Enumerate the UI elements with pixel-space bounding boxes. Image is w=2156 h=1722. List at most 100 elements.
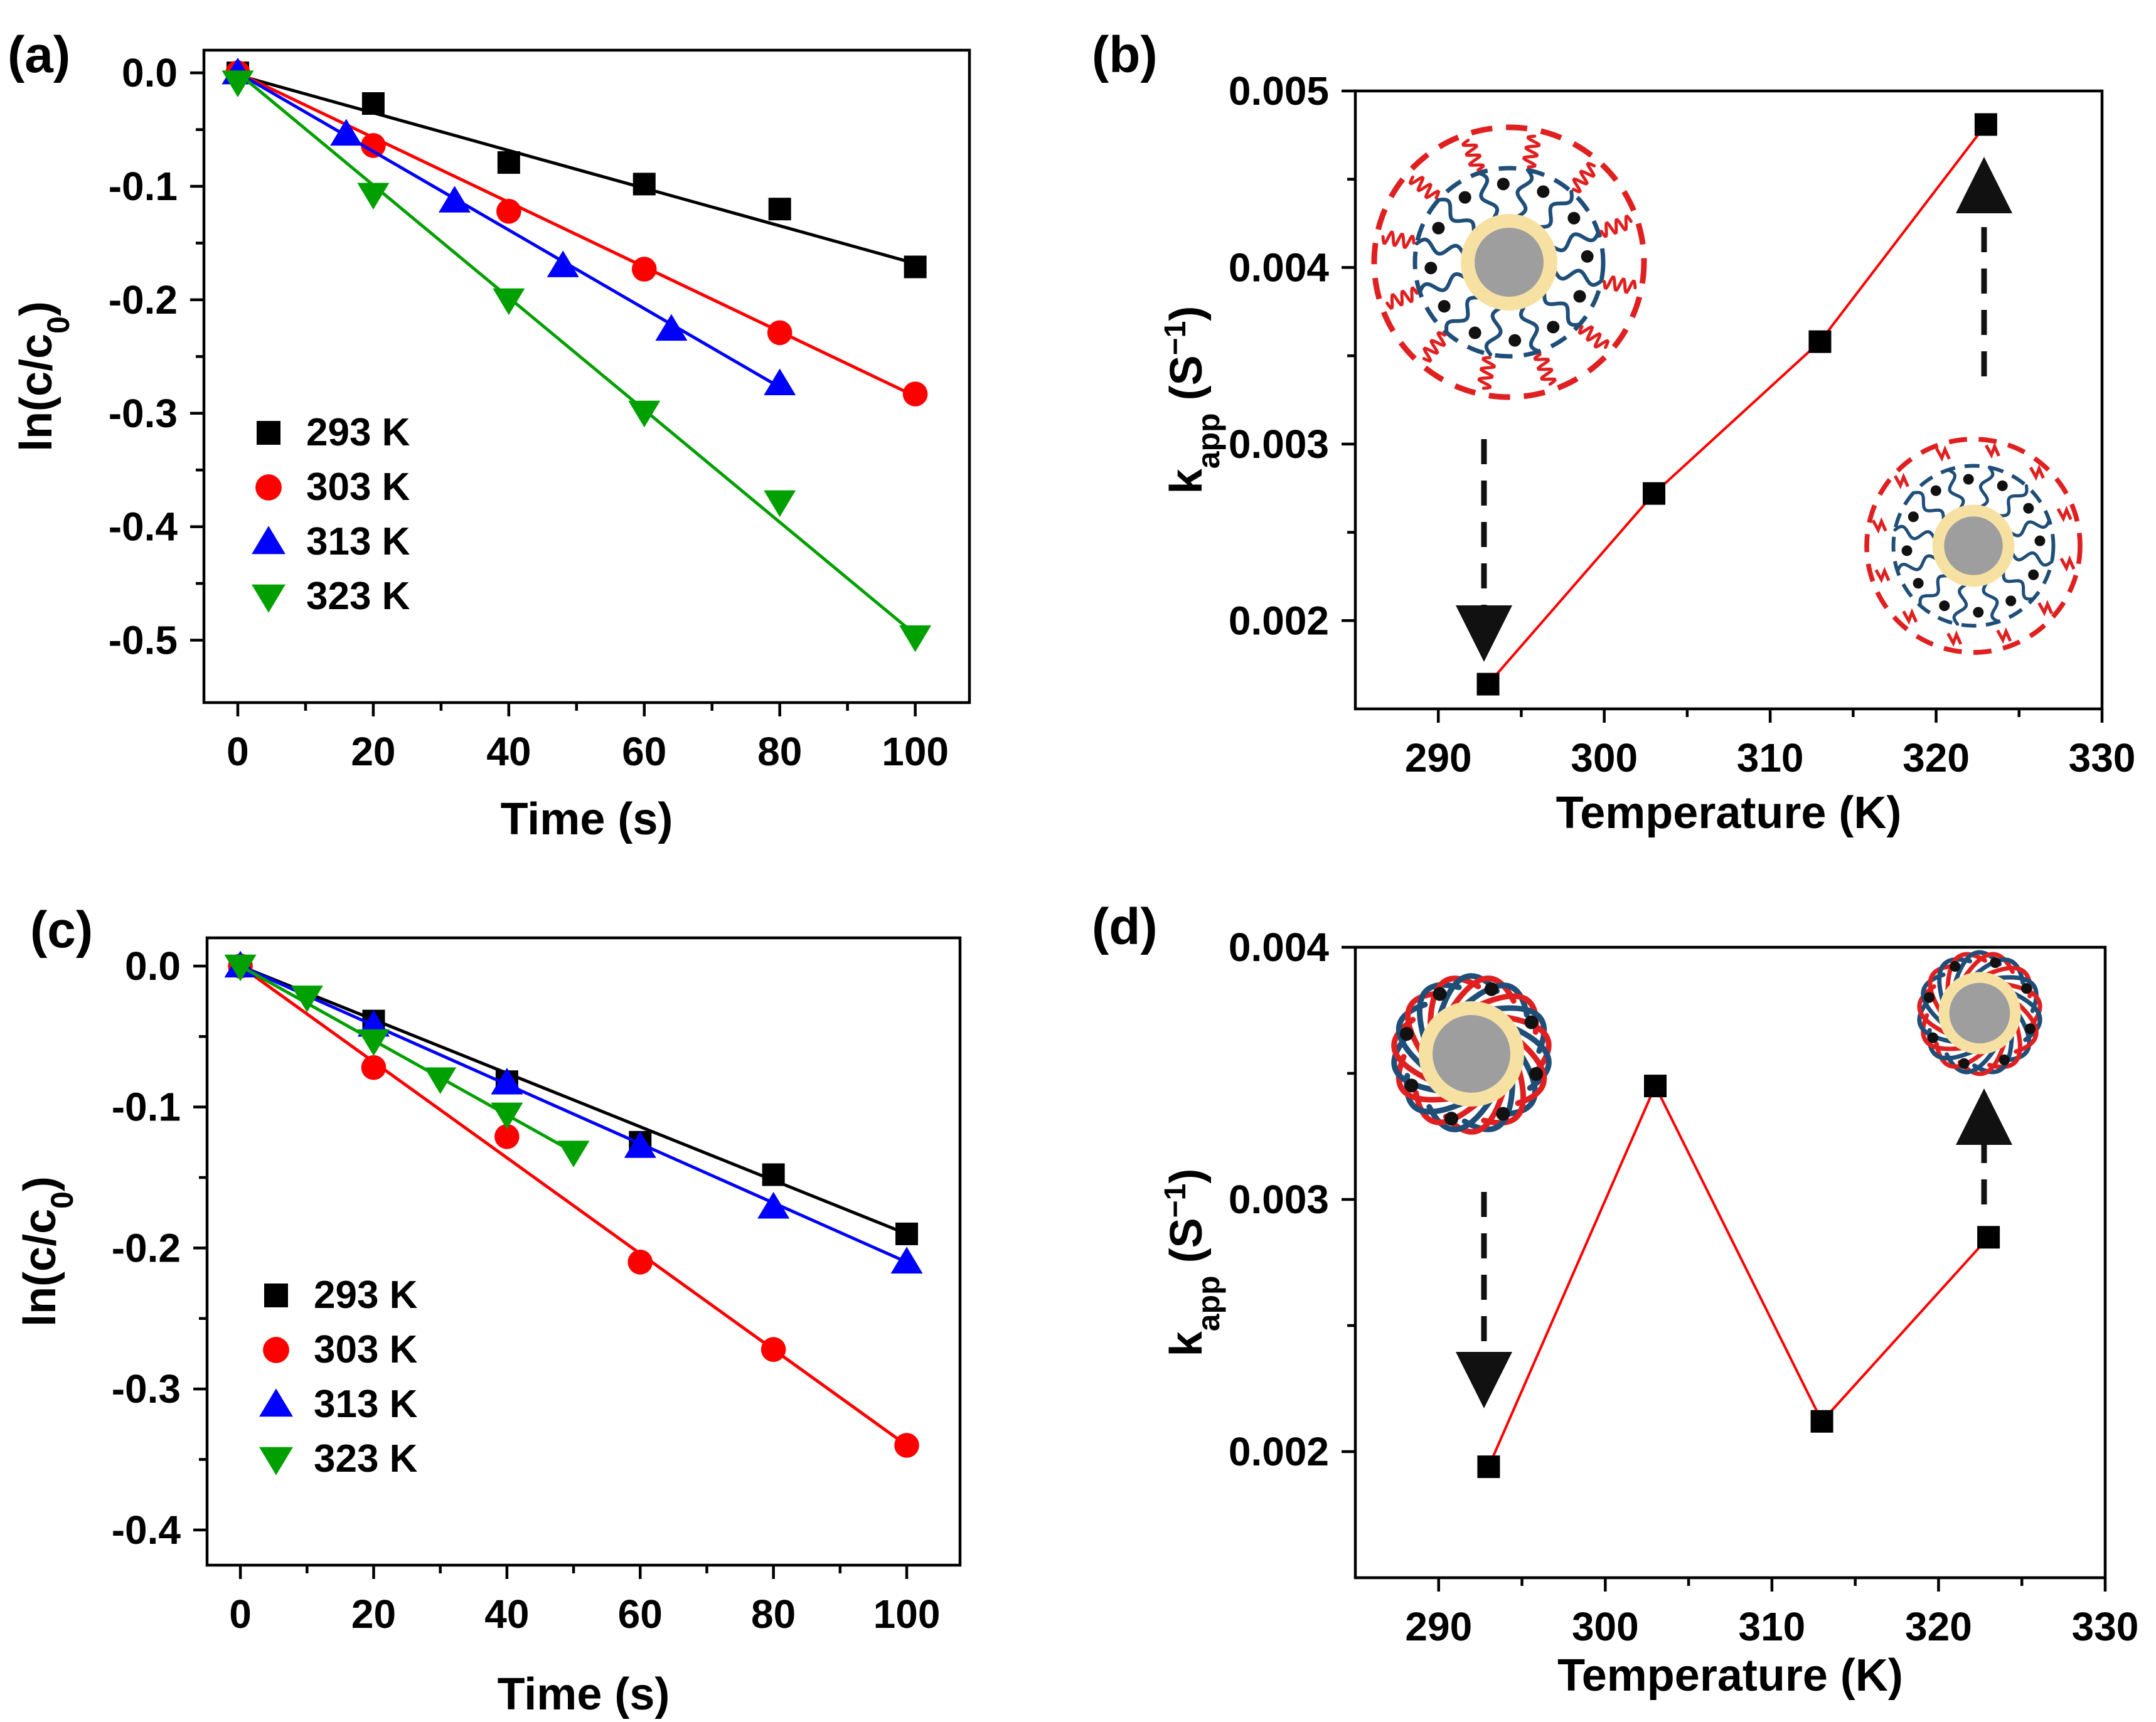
tangled-chain (1937, 957, 1972, 1005)
blue-chain (1552, 230, 1601, 253)
fit-line (239, 964, 575, 1154)
data-point (627, 1250, 653, 1275)
red-chain (1599, 215, 1633, 238)
x-tick-label: 40 (484, 1592, 529, 1637)
data-point (252, 584, 286, 613)
collapsed-red-chain (2037, 600, 2054, 617)
y-tick-label: -0.2 (112, 1225, 181, 1270)
tangled-particle-schematic (1391, 973, 1552, 1135)
fit-line (237, 72, 917, 636)
catalyst-dot (1433, 987, 1447, 1001)
tangled-chain (1396, 1054, 1454, 1103)
catalyst-dot (1913, 578, 1924, 589)
catalyst-dot (1973, 607, 1984, 618)
data-point (263, 1337, 289, 1363)
catalyst-dot (1497, 178, 1510, 191)
data-point (361, 1055, 387, 1080)
fit-line (240, 964, 907, 1236)
outer-dashed-ring (1371, 124, 1647, 400)
x-tick-label: 40 (486, 729, 531, 774)
data-point (361, 133, 386, 158)
chart-panel: (a) 0 20 40 60 80 100 0.0 -0.1 -0.2 -0.3 -0.4 -0.5 Ti… (8, 26, 971, 844)
data-point (255, 474, 282, 501)
series-323-K (224, 954, 590, 1167)
data-point (291, 986, 323, 1012)
catalyst-dot (1458, 191, 1471, 204)
data-point (757, 1191, 790, 1219)
data-point (224, 954, 257, 982)
y-axis-title: ln(c/c0) (11, 301, 76, 452)
data-point (438, 186, 471, 213)
collapsed-red-chain (1996, 627, 2012, 644)
red-chain (1477, 356, 1496, 390)
tangled-chain (1500, 1014, 1552, 1073)
data-point (764, 368, 796, 395)
y-tick-label: 0.004 (1229, 245, 1330, 290)
legend: 293 K 303 K 313 K 323 K (252, 411, 410, 618)
catalyst-dot (1573, 290, 1586, 303)
catalyst-dot (1939, 600, 1950, 612)
x-axis-title: Temperature (K) (1556, 788, 1902, 838)
catalyst-dot (1424, 262, 1438, 275)
catalyst-dot (2028, 569, 2039, 580)
data-point (257, 421, 280, 445)
x-tick-label: 290 (1405, 735, 1472, 780)
catalyst-dot (1901, 545, 1913, 556)
data-point (494, 1124, 520, 1149)
tangled-chain (1488, 1005, 1547, 1054)
series-293-K (226, 61, 927, 279)
blue-chain (2009, 518, 2051, 538)
collapsed-red-chain (1871, 517, 1887, 534)
tangled-chain (1945, 1045, 1998, 1075)
fit-line (240, 964, 908, 1264)
data-point (557, 1140, 590, 1167)
y-tick-label: 0.005 (1229, 68, 1329, 114)
x-tick-label: 310 (1738, 1604, 1805, 1649)
y-axis-title: kapp (S−1) (1159, 306, 1227, 494)
data-point (902, 381, 928, 407)
y-tick-label: 0.003 (1229, 422, 1329, 467)
data-point (890, 1246, 923, 1274)
tangled-chain (1391, 1017, 1433, 1083)
data-point (655, 314, 688, 341)
tangled-chain (1987, 1021, 2022, 1070)
catalyst-dot (1581, 250, 1594, 263)
catalyst-dot (1927, 1032, 1939, 1043)
data-point (221, 70, 254, 97)
legend-label: 323 K (314, 1437, 418, 1480)
y-tick-label: 0.002 (1229, 1429, 1329, 1474)
series-313-K (221, 57, 796, 395)
blue-chain (1436, 197, 1476, 233)
legend-label: 293 K (306, 411, 410, 454)
legend-label: 323 K (306, 575, 410, 618)
tangled-chain (1945, 952, 1987, 995)
catalyst-dot (1908, 511, 1919, 523)
legend: 293 K 303 K 313 K 323 K (259, 1273, 418, 1480)
x-tick-label: 80 (751, 1592, 796, 1637)
collapsed-red-chain (1946, 630, 1963, 647)
tangled-chain (1481, 1065, 1526, 1126)
x-tick-label: 20 (351, 1592, 396, 1637)
catalyst-dot (1432, 221, 1445, 235)
collapsed-particle-schematic (1864, 437, 2083, 655)
expanded-particle-schematic (1371, 124, 1647, 400)
chart-panel: (b) 290 300 310 320 330 0.002 0.003 0.004 0.005 Te… (1092, 26, 2135, 838)
y-tick-label: 0.003 (1229, 1177, 1329, 1222)
catalyst-dot (1444, 1112, 1459, 1126)
tangled-chain (1921, 1013, 1967, 1051)
plot-frame (205, 936, 962, 1567)
collapsed-red-chain (2059, 555, 2076, 572)
catalyst-dot (1404, 1078, 1419, 1093)
y-tick-label: -0.2 (109, 277, 178, 322)
catalyst-dot (1537, 185, 1550, 198)
red-chain (1381, 230, 1416, 249)
fit-line (237, 72, 781, 389)
x-axis-title: Temperature (K) (1557, 1650, 1903, 1701)
x-tick-label: 60 (622, 729, 666, 774)
tangled-chain (1417, 982, 1462, 1043)
data-point (894, 1433, 919, 1458)
blue-chain (1893, 524, 1936, 541)
data-point (259, 1388, 293, 1417)
red-chain (1533, 353, 1557, 386)
data-point (768, 198, 791, 221)
